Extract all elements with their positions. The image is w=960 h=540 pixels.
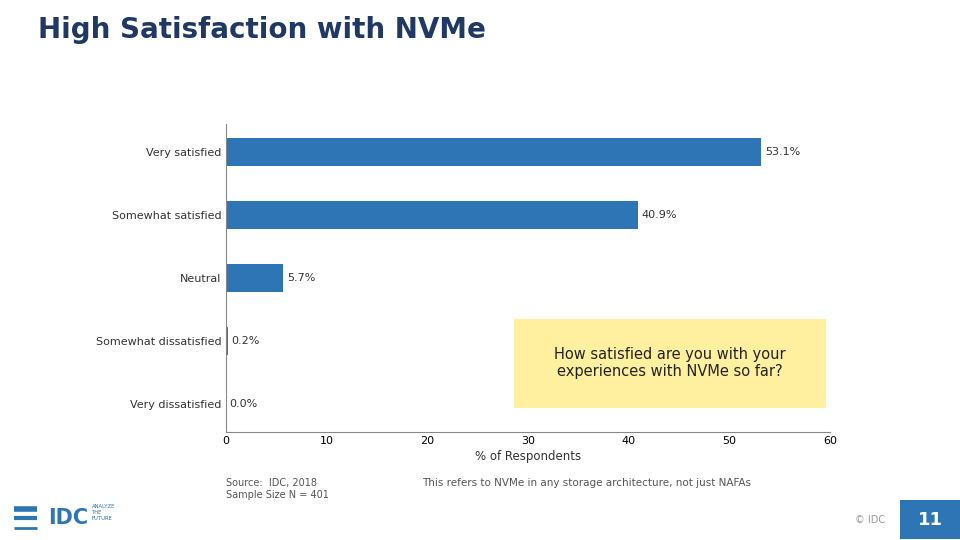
- FancyBboxPatch shape: [501, 315, 838, 411]
- Bar: [226, 327, 228, 355]
- X-axis label: % of Respondents: % of Respondents: [475, 450, 581, 463]
- Text: 0.0%: 0.0%: [229, 399, 258, 409]
- Text: IDC: IDC: [49, 508, 88, 529]
- Bar: [226, 138, 761, 166]
- Text: 11: 11: [918, 511, 943, 529]
- Text: Source:  IDC, 2018
Sample Size N = 401: Source: IDC, 2018 Sample Size N = 401: [226, 478, 328, 500]
- Text: High Satisfaction with NVMe: High Satisfaction with NVMe: [38, 16, 487, 44]
- Text: ANALYZE
THE
FUTURE: ANALYZE THE FUTURE: [92, 504, 115, 522]
- Text: © IDC: © IDC: [855, 515, 885, 525]
- FancyBboxPatch shape: [900, 500, 960, 539]
- Text: 40.9%: 40.9%: [642, 210, 678, 220]
- Text: How satisfied are you with your
experiences with NVMe so far?: How satisfied are you with your experien…: [554, 347, 785, 379]
- Text: This refers to NVMe in any storage architecture, not just NAFAs: This refers to NVMe in any storage archi…: [422, 478, 752, 488]
- Text: 5.7%: 5.7%: [287, 273, 316, 283]
- Text: 0.2%: 0.2%: [231, 336, 260, 346]
- Text: 53.1%: 53.1%: [765, 147, 800, 157]
- Bar: [226, 201, 637, 230]
- Bar: [226, 264, 283, 292]
